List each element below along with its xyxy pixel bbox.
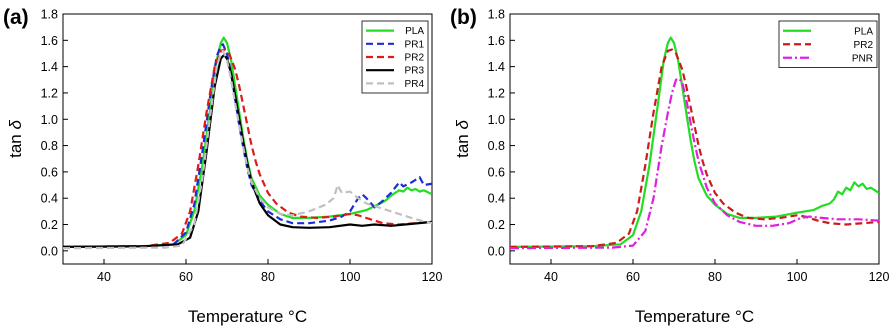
legend-label-pnr: PNR xyxy=(852,53,873,64)
x-tick-label: 40 xyxy=(544,270,558,284)
y-axis-title: tan δ xyxy=(6,120,25,158)
y-tick-label: 0.0 xyxy=(488,244,505,258)
y-tick-label: 0.6 xyxy=(488,165,505,179)
y-tick-label: 0.0 xyxy=(41,244,58,258)
legend-label-pla: PLA xyxy=(405,26,424,37)
x-tick-label: 80 xyxy=(261,270,275,284)
y-tick-label: 1.0 xyxy=(488,113,505,127)
series-line-pla xyxy=(510,36,879,248)
y-tick-label: 1.8 xyxy=(41,8,58,22)
y-axis-title-symbol: δ xyxy=(6,120,25,130)
x-tick-label: 120 xyxy=(422,270,443,284)
x-tick-label: 60 xyxy=(179,270,193,284)
y-tick-label: 0.8 xyxy=(41,139,58,153)
panel-label: (b) xyxy=(450,6,477,29)
x-tick-label: 100 xyxy=(340,270,361,284)
legend-label-pr3: PR3 xyxy=(405,66,425,77)
x-axis-title: Temperature °C xyxy=(188,307,307,326)
y-tick-label: 1.6 xyxy=(41,34,58,48)
y-tick-label: 0.4 xyxy=(488,192,505,206)
plot-frame xyxy=(62,13,433,265)
y-axis-title: tan δ xyxy=(453,120,472,158)
series-line-pr3 xyxy=(63,53,432,248)
series-line-pr2 xyxy=(63,48,432,248)
x-tick-label: 80 xyxy=(708,270,722,284)
legend: PLA PR1 PR2 PR3 PR4 xyxy=(361,20,429,94)
y-tick-label: 1.4 xyxy=(488,60,505,74)
legend-label-pla: PLA xyxy=(854,26,873,37)
plot-frame xyxy=(509,13,880,265)
y-axis-title-main: tan xyxy=(453,130,472,158)
x-tick-label: 60 xyxy=(626,270,640,284)
series-line-pnr xyxy=(510,77,879,250)
x-tick-label: 40 xyxy=(97,270,111,284)
x-tick-label: 100 xyxy=(787,270,808,284)
y-tick-label: 1.4 xyxy=(41,60,58,74)
y-axis-title-symbol: δ xyxy=(453,120,472,130)
x-tick-label: 120 xyxy=(869,270,890,284)
legend-label-pr2: PR2 xyxy=(854,40,874,51)
y-tick-label: 0.2 xyxy=(488,218,505,232)
y-tick-label: 1.0 xyxy=(41,113,58,127)
y-tick-label: 1.2 xyxy=(41,86,58,100)
chart-panel-a: 0.0 0.2 0.4 0.6 0.8 1.0 1.2 1.4 1.6 1.8 40 60 80 100 1… xyxy=(3,6,442,326)
chart-panel-b: 0.0 0.2 0.4 0.6 0.8 1.0 1.2 1.4 1.6 1.8 40 60 80 100 1… xyxy=(450,6,889,326)
y-tick-label: 0.4 xyxy=(41,192,58,206)
legend: PLA PR2 PNR xyxy=(778,20,878,68)
y-tick-label: 0.8 xyxy=(488,139,505,153)
y-axis-title-main: tan xyxy=(6,130,25,158)
y-tick-label: 1.6 xyxy=(488,34,505,48)
y-tick-label: 1.2 xyxy=(488,86,505,100)
y-tick-label: 1.8 xyxy=(488,8,505,22)
y-tick-label: 0.6 xyxy=(41,165,58,179)
x-axis-title: Temperature °C xyxy=(635,307,754,326)
legend-label-pr4: PR4 xyxy=(405,79,425,90)
y-tick-label: 0.2 xyxy=(41,218,58,232)
series-line-pr4 xyxy=(63,49,432,250)
legend-label-pr1: PR1 xyxy=(405,39,425,50)
panel-label: (a) xyxy=(3,6,29,29)
legend-label-pr2: PR2 xyxy=(405,53,425,64)
